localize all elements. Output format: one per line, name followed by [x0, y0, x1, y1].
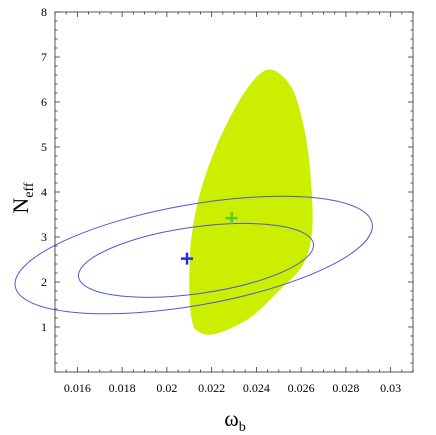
best-fit-marker-1 — [181, 252, 194, 265]
x-tick-label: 0.022 — [198, 381, 225, 395]
contour-inner — [77, 223, 315, 298]
contour-outer — [14, 195, 373, 315]
y-axis-ticks: 1 2 3 4 5 6 7 8 — [41, 5, 413, 373]
y-tick-label: 2 — [41, 275, 47, 289]
x-tick-label: 0.02 — [156, 381, 177, 395]
allowed-region — [189, 69, 313, 335]
x-axis-ticks: 0.016 0.018 0.02 0.022 0.024 0.026 0.028 0.03 — [54, 12, 414, 395]
y-tick-label: 8 — [41, 5, 47, 19]
y-tick-label: 5 — [41, 140, 47, 154]
x-tick-label: 0.03 — [380, 381, 401, 395]
x-tick-label: 0.024 — [243, 381, 270, 395]
x-tick-label: 0.026 — [288, 381, 315, 395]
x-tick-label: 0.018 — [109, 381, 136, 395]
y-tick-label: 4 — [41, 185, 47, 199]
y-tick-label: 7 — [41, 50, 47, 64]
y-tick-label: 6 — [41, 95, 47, 109]
y-tick-label: 1 — [41, 320, 47, 334]
best-fit-marker-2 — [225, 212, 238, 225]
y-tick-label: 3 — [41, 230, 47, 244]
y-axis-title: Neff — [8, 182, 37, 214]
x-tick-label: 0.016 — [64, 381, 91, 395]
x-axis-title: ωb — [224, 406, 245, 435]
x-tick-label: 0.028 — [332, 381, 359, 395]
plot-area — [14, 11, 414, 373]
